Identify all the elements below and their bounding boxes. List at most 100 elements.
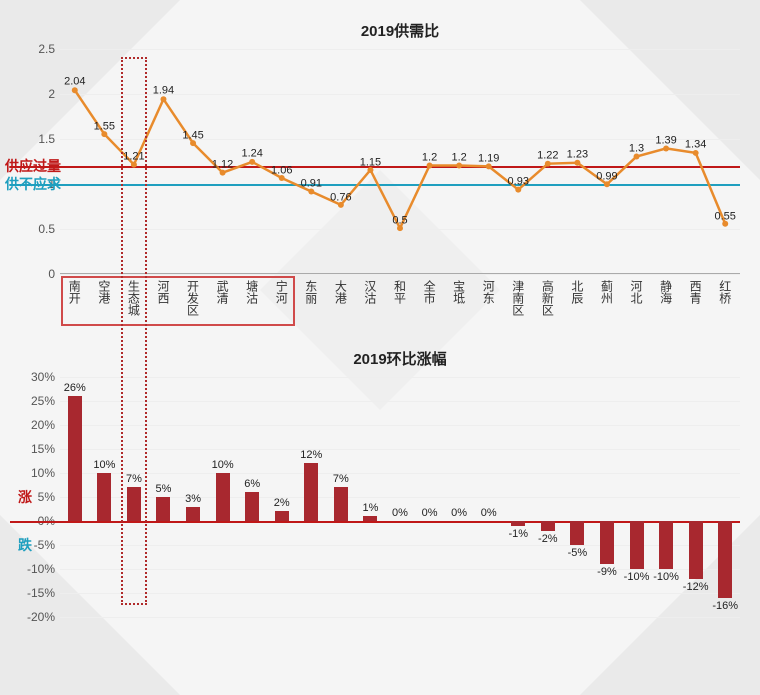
chart2-bar-label: -10% <box>653 571 679 583</box>
chart2-bar <box>97 473 111 521</box>
chart1-value-label: 0.55 <box>714 210 735 222</box>
chart2-bar-label: -2% <box>538 533 558 545</box>
chart2-bar-label: 7% <box>333 473 349 485</box>
chart2-container: 2019环比涨幅 -20% -15% -10% -5% 0% 5% 10% 15% 20% 25%… <box>0 348 760 627</box>
chart2-bar <box>541 521 555 531</box>
chart2-bar <box>156 497 170 521</box>
x-axis-label: 汉沽 <box>362 280 379 304</box>
chart2-bar-label: 10% <box>212 459 234 471</box>
chart2-bar-label: 0% <box>451 507 467 519</box>
chart2-bar-label: 0% <box>422 507 438 519</box>
chart1-value-label: 0.99 <box>596 170 617 182</box>
chart2-bar-label: -1% <box>508 528 528 540</box>
chart1-value-label: 1.94 <box>153 85 174 97</box>
chart2-ref-label: 跌 <box>18 535 32 555</box>
chart2-bar-label: -5% <box>568 547 588 559</box>
chart2-ref-label: 涨 <box>18 487 32 507</box>
chart1-ytick: 1.5 <box>20 132 55 146</box>
chart2-bar-label: 1% <box>362 502 378 514</box>
chart1-area: 00.511.522.5供应过量供不应求2.041.551.211.941.45… <box>60 49 740 274</box>
chart2-bar <box>216 473 230 521</box>
chart1-value-label: 1.06 <box>271 164 292 176</box>
chart1-value-label: 1.55 <box>94 120 115 132</box>
chart2-bar <box>304 463 318 521</box>
x-axis-label: 红桥 <box>717 280 734 304</box>
chart2-ytick: -20% <box>20 610 55 624</box>
chart1-value-label: 1.2 <box>422 152 437 164</box>
chart2-bar-label: 2% <box>274 497 290 509</box>
chart2-bar <box>600 521 614 564</box>
chart2-ytick: -15% <box>20 586 55 600</box>
chart2-title: 2019环比涨幅 <box>60 348 740 369</box>
x-axis-label: 河东 <box>480 280 497 304</box>
chart2-ytick: 10% <box>20 466 55 480</box>
chart1-highlight-solid <box>61 276 295 326</box>
chart1-value-label: 1.24 <box>241 148 262 160</box>
x-axis-label: 津南区 <box>510 280 527 316</box>
chart1-line-layer <box>60 49 740 273</box>
chart1-value-label: 1.19 <box>478 152 499 164</box>
chart1-value-label: 1.23 <box>567 149 588 161</box>
chart2-ytick: 30% <box>20 370 55 384</box>
chart2-ytick: 25% <box>20 394 55 408</box>
chart1-value-label: 1.34 <box>685 139 706 151</box>
chart2-ytick: 20% <box>20 418 55 432</box>
chart2-bar-label: -9% <box>597 566 617 578</box>
chart1-value-label: 1.15 <box>360 156 381 168</box>
x-axis-label: 河北 <box>628 280 645 304</box>
chart2-bar <box>689 521 703 579</box>
chart1-value-label: 0.76 <box>330 191 351 203</box>
chart2-bar <box>334 487 348 521</box>
chart2-bar-label: 12% <box>300 449 322 461</box>
chart2-bar <box>718 521 732 598</box>
chart2-bar-label: 5% <box>156 483 172 495</box>
chart2-bar <box>186 507 200 521</box>
chart2-bar <box>659 521 673 569</box>
chart1-value-label: 0.91 <box>301 178 322 190</box>
chart2-bar <box>245 492 259 521</box>
x-axis-label: 宝坻 <box>451 280 468 304</box>
chart1-ytick: 2 <box>20 87 55 101</box>
x-axis-label: 静海 <box>658 280 675 304</box>
chart1-value-label: 0.93 <box>508 176 529 188</box>
chart1-title: 2019供需比 <box>60 20 740 41</box>
x-axis-label: 大港 <box>332 280 349 304</box>
chart2-bar-label: -12% <box>683 581 709 593</box>
chart1-value-label: 1.22 <box>537 150 558 162</box>
chart2-bar <box>570 521 584 545</box>
x-axis-label: 西青 <box>687 280 704 304</box>
chart2-bar-label: 26% <box>64 382 86 394</box>
x-axis-label: 全市 <box>421 280 438 304</box>
chart1-value-label: 1.45 <box>182 129 203 141</box>
chart2-bar <box>511 521 525 526</box>
x-axis-label: 和平 <box>392 280 409 304</box>
highlight-dotted <box>121 57 148 605</box>
chart2-bar-label: 0% <box>392 507 408 519</box>
chart2-bar <box>275 511 289 521</box>
chart1-value-label: 0.5 <box>392 215 407 227</box>
chart2-bar-label: -10% <box>624 571 650 583</box>
x-axis-label: 蓟州 <box>598 280 615 304</box>
chart1-ytick: 0 <box>20 267 55 281</box>
chart2-bar <box>363 516 377 521</box>
chart1-value-label: 1.12 <box>212 159 233 171</box>
chart2-bar-label: 6% <box>244 478 260 490</box>
chart1-value-label: 1.3 <box>629 143 644 155</box>
chart2-bar-label: -16% <box>712 600 738 612</box>
chart1-ytick: 0.5 <box>20 222 55 236</box>
x-axis-label: 高新区 <box>539 280 556 316</box>
chart2-bar <box>630 521 644 569</box>
chart2-bar-label: 0% <box>481 507 497 519</box>
chart2-bar-label: 3% <box>185 493 201 505</box>
chart2-ytick: -10% <box>20 562 55 576</box>
chart1-value-label: 1.2 <box>451 152 466 164</box>
chart2-area: -20%-15%-10%-5%0%5%10%15%20%25%30%涨跌26%1… <box>60 377 740 617</box>
chart1-ref-label: 供应过量 <box>5 156 61 176</box>
chart1-value-label: 2.04 <box>64 76 85 88</box>
x-axis-label: 北辰 <box>569 280 586 304</box>
chart2-bar <box>68 396 82 521</box>
chart2-bar-label: 10% <box>93 459 115 471</box>
chart2-ytick: 15% <box>20 442 55 456</box>
chart1-value-label: 1.39 <box>655 134 676 146</box>
x-axis-label: 东丽 <box>303 280 320 304</box>
